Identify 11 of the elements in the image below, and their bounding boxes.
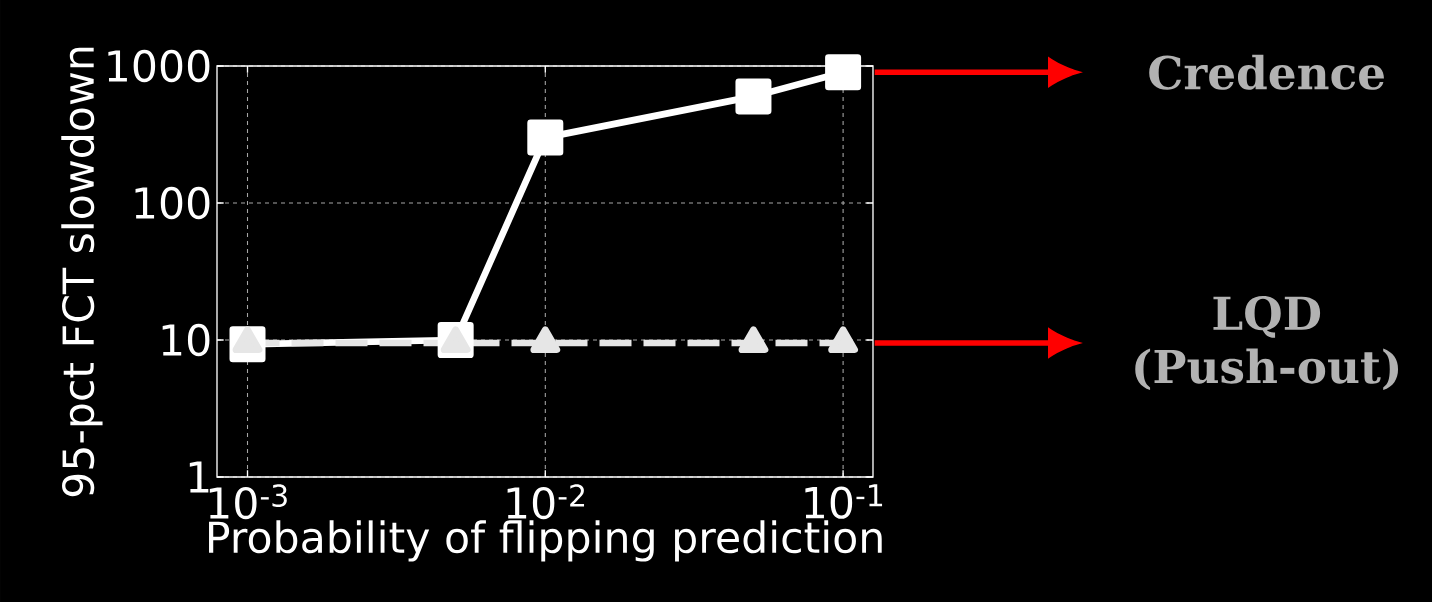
x-tick-label: 10$^{-3}$ — [209, 484, 287, 520]
x-axis-title: Probability of flipping prediction — [209, 520, 882, 562]
x-tick-label: 10$^{-2}$ — [507, 484, 585, 520]
y-tick-label: 1 — [189, 461, 209, 493]
y-tick-label: 1000 — [108, 49, 210, 83]
x-tick-label: 10$^{-1}$ — [805, 484, 883, 519]
text: Credence — [1149, 54, 1384, 90]
y-tick-label: 100 — [135, 186, 210, 220]
y-axis-title: 95-pct FCT slowdown — [61, 47, 103, 497]
text: LQD (Push-out) — [1135, 296, 1399, 391]
y-tick-label: 10 — [162, 323, 210, 357]
